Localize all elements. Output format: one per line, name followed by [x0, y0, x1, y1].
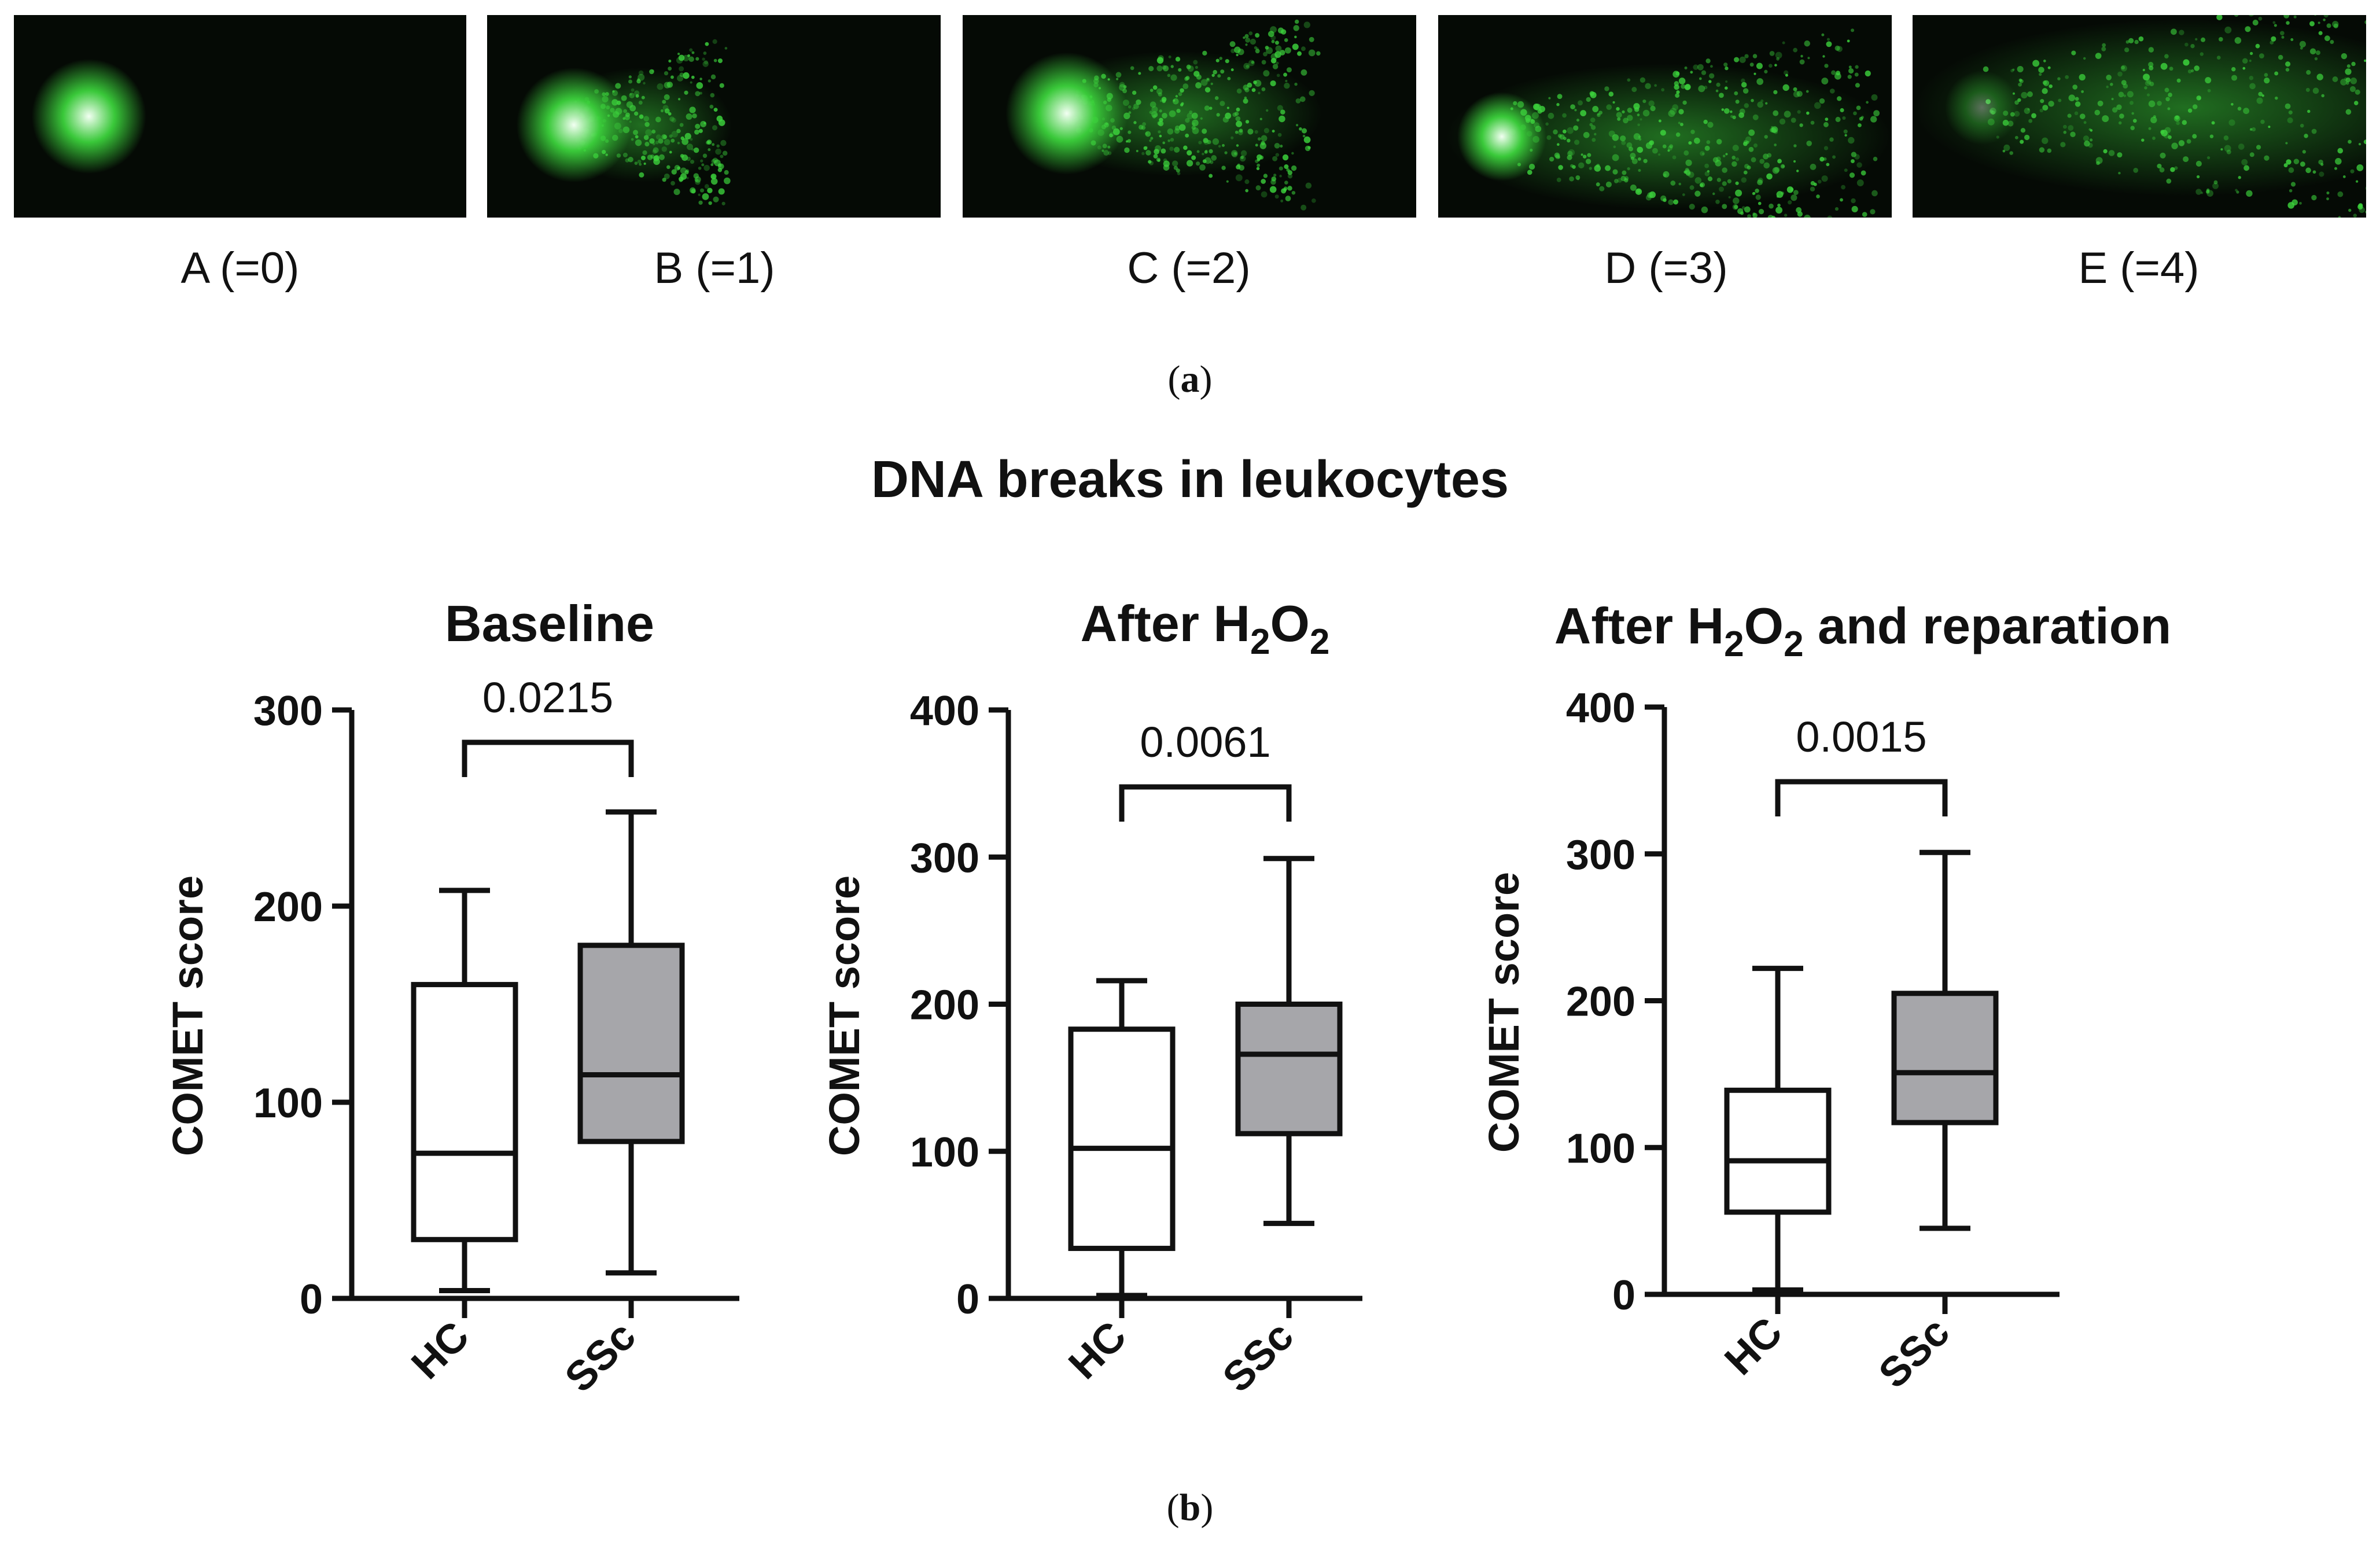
- y-tick-label: 100: [1566, 1125, 1635, 1172]
- y-tick-label: 0: [956, 1276, 979, 1323]
- x-tick-label-hc: HC: [1060, 1313, 1135, 1388]
- figure-title: DNA breaks in leukocytes: [871, 451, 1509, 509]
- y-tick-label: 300: [253, 688, 323, 734]
- comet-image-e: [1913, 15, 2366, 218]
- y-tick-label: 200: [1566, 979, 1635, 1025]
- comet-label-d: D (=3): [1604, 244, 1728, 293]
- y-tick-label: 100: [253, 1080, 323, 1127]
- comet-image-b: [487, 15, 941, 218]
- comet-label-b: B (=1): [654, 244, 775, 293]
- p-value-label: 0.0215: [482, 674, 613, 722]
- boxplot-panel-2: After H2O2 0 100 200 300 400 COMET score HC SSc 0…: [820, 595, 1362, 1401]
- iqr-box: [1068, 1026, 1176, 1252]
- comet-image-d: [1438, 15, 1892, 218]
- significance-bracket: [1775, 779, 1948, 816]
- comet-label-a: A (=0): [180, 244, 300, 293]
- iqr-box: [1724, 1087, 1832, 1215]
- panel-a-caption: (a): [1167, 358, 1213, 400]
- p-value-label: 0.0015: [1796, 713, 1926, 761]
- y-axis-label: COMET score: [820, 875, 868, 1156]
- y-tick-label: 400: [910, 688, 979, 734]
- comet-image-c: [963, 15, 1416, 218]
- box-ssc: [1235, 856, 1343, 1226]
- y-tick-label: 0: [1612, 1272, 1635, 1319]
- box-ssc: [577, 809, 685, 1276]
- y-tick-label: 300: [1566, 832, 1635, 878]
- box-hc: [1724, 966, 1832, 1293]
- chart-title: After H2O2: [1081, 595, 1330, 662]
- iqr-box: [411, 982, 518, 1242]
- y-tick-label: 100: [910, 1129, 979, 1176]
- significance-bracket: [1119, 784, 1292, 822]
- comet-label-e: E (=4): [2078, 244, 2200, 293]
- y-tick-label: 200: [910, 982, 979, 1029]
- x-tick-label-hc: HC: [1716, 1309, 1791, 1384]
- box-hc: [411, 888, 518, 1293]
- chart-title: Baseline: [445, 595, 654, 652]
- comet-label-c: C (=2): [1127, 244, 1251, 293]
- y-axis-label: COMET score: [164, 875, 212, 1156]
- y-tick-label: 400: [1566, 685, 1635, 731]
- y-tick-label: 200: [253, 884, 323, 930]
- iqr-box: [577, 943, 685, 1144]
- x-tick-label-ssc: SSc: [1214, 1313, 1303, 1401]
- iqr-box: [1891, 991, 1999, 1125]
- panel-b-caption: (b): [1166, 1486, 1214, 1529]
- significance-bracket: [462, 739, 634, 777]
- chart-title: After H2O2 and reparation: [1554, 597, 2171, 664]
- x-tick-label-ssc: SSc: [1870, 1309, 1959, 1397]
- boxplot-panel-3: After H2O2 and reparation 0 100 200 300 400 CO…: [1480, 597, 2171, 1397]
- boxplot-panel-1: Baseline 0 100 200 300 COMET score HC SSc 0.0215: [164, 595, 739, 1401]
- x-tick-label-hc: HC: [403, 1313, 478, 1388]
- y-axis-label: COMET score: [1480, 872, 1528, 1153]
- box-ssc: [1891, 849, 1999, 1231]
- iqr-box: [1235, 1002, 1343, 1136]
- box-hc: [1068, 978, 1176, 1298]
- p-value-label: 0.0061: [1140, 718, 1270, 766]
- y-tick-label: 300: [910, 835, 979, 881]
- comet-image-a: [14, 15, 466, 218]
- x-tick-label-ssc: SSc: [557, 1313, 645, 1401]
- y-tick-label: 0: [300, 1276, 323, 1323]
